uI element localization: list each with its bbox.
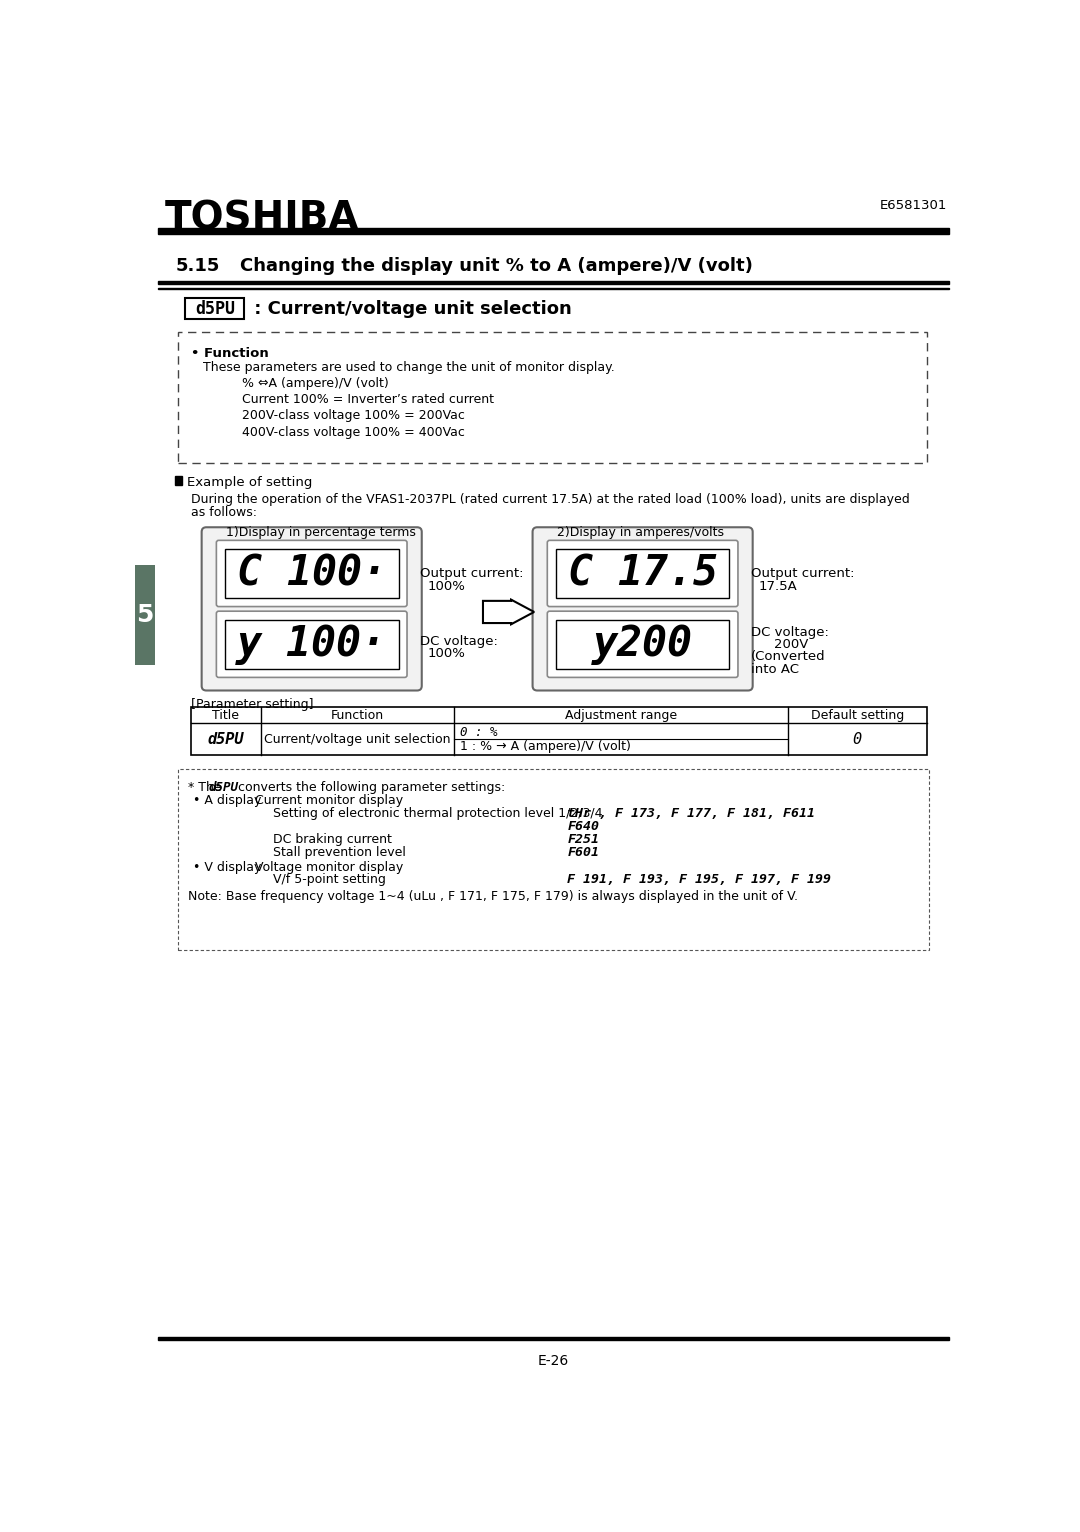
Text: converts the following parameter settings:: converts the following parameter setting… xyxy=(234,781,505,794)
Bar xyxy=(135,565,156,665)
Text: Title: Title xyxy=(212,709,239,723)
Text: Changing the display unit % to A (ampere)/V (volt): Changing the display unit % to A (ampere… xyxy=(240,257,753,274)
Text: Stall prevention level: Stall prevention level xyxy=(273,846,406,859)
Text: Example of setting: Example of setting xyxy=(187,476,312,489)
Text: 100%: 100% xyxy=(428,579,465,593)
Text: d5PU: d5PU xyxy=(194,300,234,319)
FancyBboxPatch shape xyxy=(186,297,244,319)
Text: 1 : % → A (ampere)/V (volt): 1 : % → A (ampere)/V (volt) xyxy=(460,740,632,754)
Text: 0 : %: 0 : % xyxy=(460,726,498,738)
Bar xyxy=(556,548,729,597)
Text: C 100·: C 100· xyxy=(237,553,387,594)
Text: Current/voltage unit selection: Current/voltage unit selection xyxy=(265,732,450,746)
Text: Setting of electronic thermal protection level 1/2/3/4: Setting of electronic thermal protection… xyxy=(273,807,603,820)
Text: • V display: • V display xyxy=(193,861,261,873)
Bar xyxy=(175,476,183,486)
Text: 400V-class voltage 100% = 400Vac: 400V-class voltage 100% = 400Vac xyxy=(242,426,464,438)
Text: Adjustment range: Adjustment range xyxy=(565,709,677,723)
Text: into AC: into AC xyxy=(751,663,799,676)
Bar xyxy=(159,1337,948,1340)
Text: Current 100% = Inverter’s rated current: Current 100% = Inverter’s rated current xyxy=(242,394,494,406)
Text: Voltage monitor display: Voltage monitor display xyxy=(255,861,403,873)
Text: F 191, F 193, F 195, F 197, F 199: F 191, F 193, F 195, F 197, F 199 xyxy=(567,873,832,885)
Text: Output current:: Output current: xyxy=(751,567,854,581)
Text: y200: y200 xyxy=(593,624,692,665)
Text: 100%: 100% xyxy=(428,648,465,660)
Text: : Current/voltage unit selection: : Current/voltage unit selection xyxy=(248,300,572,319)
Text: F640: F640 xyxy=(567,820,599,833)
FancyBboxPatch shape xyxy=(548,611,738,677)
Text: • Function: • Function xyxy=(191,348,269,360)
Bar xyxy=(556,619,729,669)
Text: d5PU: d5PU xyxy=(207,731,244,746)
FancyBboxPatch shape xyxy=(202,527,422,691)
Text: DC braking current: DC braking current xyxy=(273,833,392,846)
Text: F601: F601 xyxy=(567,846,599,859)
Bar xyxy=(159,280,948,283)
Text: * The: * The xyxy=(188,781,226,794)
Text: d5PU: d5PU xyxy=(208,781,239,794)
Text: tHr , F 173, F 177, F 181, F611: tHr , F 173, F 177, F 181, F611 xyxy=(567,807,815,820)
Text: as follows:: as follows: xyxy=(191,506,257,519)
Text: 2)Display in amperes/volts: 2)Display in amperes/volts xyxy=(557,527,725,539)
Polygon shape xyxy=(483,599,535,624)
FancyBboxPatch shape xyxy=(532,527,753,691)
Text: 1)Display in percentage terms: 1)Display in percentage terms xyxy=(227,527,416,539)
Bar xyxy=(191,708,927,755)
Text: Default setting: Default setting xyxy=(811,709,904,723)
Text: Current monitor display: Current monitor display xyxy=(255,795,403,807)
Text: F251: F251 xyxy=(567,833,599,846)
Text: C 17.5: C 17.5 xyxy=(568,553,717,594)
Text: 0: 0 xyxy=(853,731,862,746)
Bar xyxy=(159,228,948,234)
Text: 200V-class voltage 100% = 200Vac: 200V-class voltage 100% = 200Vac xyxy=(242,409,464,423)
Text: DC voltage:: DC voltage: xyxy=(751,625,829,639)
Bar xyxy=(225,548,399,597)
Text: Output current:: Output current: xyxy=(420,567,524,581)
Text: • A display: • A display xyxy=(193,795,261,807)
FancyBboxPatch shape xyxy=(177,769,930,950)
Text: 5: 5 xyxy=(136,604,153,627)
Text: [Parameter setting]: [Parameter setting] xyxy=(191,699,313,711)
Text: Function: Function xyxy=(330,709,384,723)
Text: Note: Base frequency voltage 1~4 (uLu , F 171, F 175, F 179) is always displayed: Note: Base frequency voltage 1~4 (uLu , … xyxy=(188,890,798,902)
FancyBboxPatch shape xyxy=(216,541,407,607)
Text: 17.5A: 17.5A xyxy=(759,579,798,593)
Text: y 100·: y 100· xyxy=(237,624,387,665)
Bar xyxy=(225,619,399,669)
Text: TOSHIBA: TOSHIBA xyxy=(164,199,359,237)
FancyBboxPatch shape xyxy=(548,541,738,607)
Text: During the operation of the VFAS1-2037PL (rated current 17.5A) at the rated load: During the operation of the VFAS1-2037PL… xyxy=(191,493,909,507)
Text: (Converted: (Converted xyxy=(751,651,826,663)
Text: V/f 5-point setting: V/f 5-point setting xyxy=(273,873,386,885)
Text: These parameters are used to change the unit of monitor display.: These parameters are used to change the … xyxy=(203,362,615,374)
FancyBboxPatch shape xyxy=(216,611,407,677)
Text: E6581301: E6581301 xyxy=(880,199,947,213)
Text: 200V: 200V xyxy=(774,639,809,651)
Text: E-26: E-26 xyxy=(538,1354,569,1368)
Text: % ⇔A (ampere)/V (volt): % ⇔A (ampere)/V (volt) xyxy=(242,377,389,391)
Text: DC voltage:: DC voltage: xyxy=(420,636,498,648)
Text: 5.15: 5.15 xyxy=(175,257,219,274)
